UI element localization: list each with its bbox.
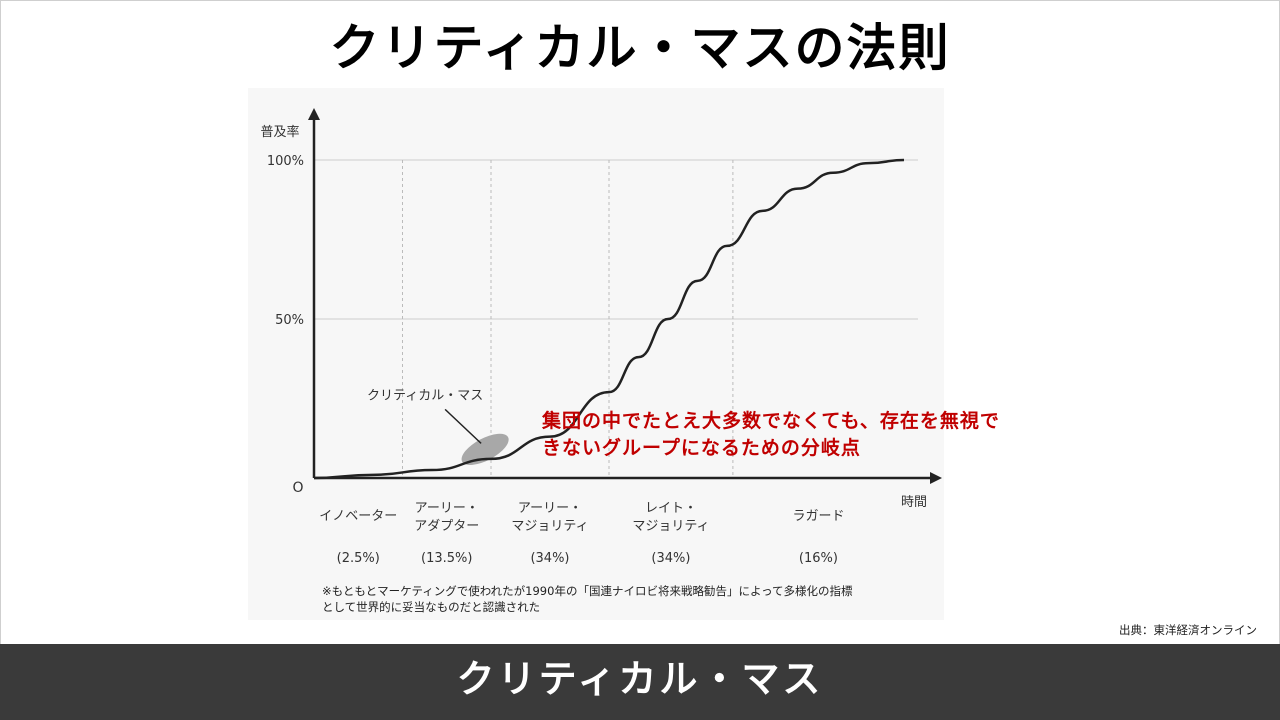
annotation-label: クリティカル・マス	[367, 388, 483, 403]
annotation-pointer	[444, 408, 482, 444]
x-axis-arrow	[930, 472, 942, 484]
footnote-line-1: ※もともとマーケティングで使われたが1990年の「国連ナイロビ将来戦略勧告」によ…	[322, 584, 853, 598]
y-axis-arrow	[308, 108, 320, 120]
segment-share: (34%)	[530, 551, 569, 566]
segment-label: アーリー・	[415, 501, 479, 516]
footnote: ※もともとマーケティングで使われたが1990年の「国連ナイロビ将来戦略勧告」によ…	[322, 583, 962, 615]
y-tick-label: 100%	[267, 154, 304, 169]
y-tick-label: 50%	[275, 313, 304, 328]
segment-share: (16%)	[799, 551, 838, 566]
callout-text: 集団の中でたとえ大多数でなくても、存在を無視で きないグループになるための分岐点	[542, 408, 1112, 462]
slide-title: クリティカル・マスの法則	[329, 19, 951, 77]
callout-line-1: 集団の中でたとえ大多数でなくても、存在を無視で	[542, 410, 1000, 432]
adoption-curve	[313, 158, 905, 480]
segment-share: (34%)	[651, 551, 690, 566]
footnote-line-2: として世界的に妥当なものだと認識された	[322, 600, 541, 614]
segment-label: レイト・	[645, 501, 697, 516]
segment-label: マジョリティ	[632, 519, 709, 534]
segment-label: アダプター	[414, 519, 479, 534]
banner-title: クリティカル・マス	[456, 657, 824, 701]
source-credit: 出典：東洋経済オンライン	[1119, 623, 1257, 637]
callout-line-2: きないグループになるための分岐点	[542, 437, 861, 459]
segment-share: (2.5%)	[337, 551, 380, 566]
segment-label: マジョリティ	[511, 519, 588, 534]
critical-mass-ellipse	[461, 433, 509, 465]
diffusion-chart: 100% 50% 普及率 時間 O クリティカル・マス イノベーター (2.5%) アーリー・ア…	[248, 88, 944, 620]
x-axis-label: 時間	[901, 495, 927, 510]
bottom-banner: クリティカル・マス	[0, 644, 1280, 720]
origin-label: O	[292, 480, 303, 496]
y-axis-label: 普及率	[260, 124, 299, 140]
chart-svg: 100%50%普及率時間Oクリティカル・マスイノベーター(2.5%)アーリー・ア…	[260, 108, 942, 566]
segment-label: アーリー・	[518, 501, 582, 516]
segment-label: ラガード	[792, 509, 844, 524]
segment-label: イノベーター	[319, 509, 397, 524]
segment-share: (13.5%)	[421, 551, 472, 566]
